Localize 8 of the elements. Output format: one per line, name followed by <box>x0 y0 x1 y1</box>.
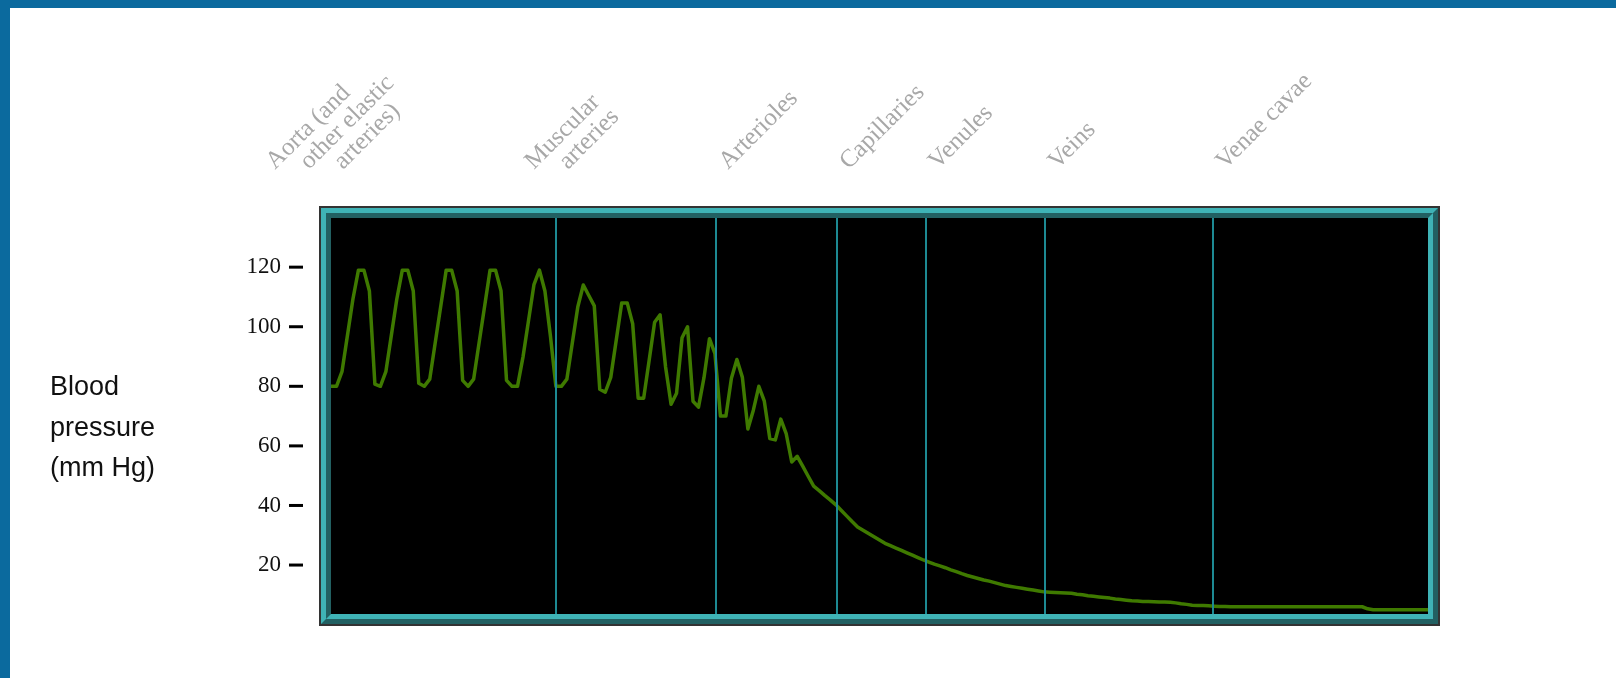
y-tick-label: 100 <box>246 312 281 338</box>
y-tick-label: 60 <box>258 431 281 457</box>
text: Veins <box>1041 115 1100 174</box>
y-axis-title: Blood pressure (mm Hg) <box>50 370 157 484</box>
y-tick-label: 20 <box>258 551 281 577</box>
y-tick-label: 120 <box>246 253 281 279</box>
y-tick-label: 40 <box>258 491 281 517</box>
y-tick-label: 80 <box>258 372 281 398</box>
